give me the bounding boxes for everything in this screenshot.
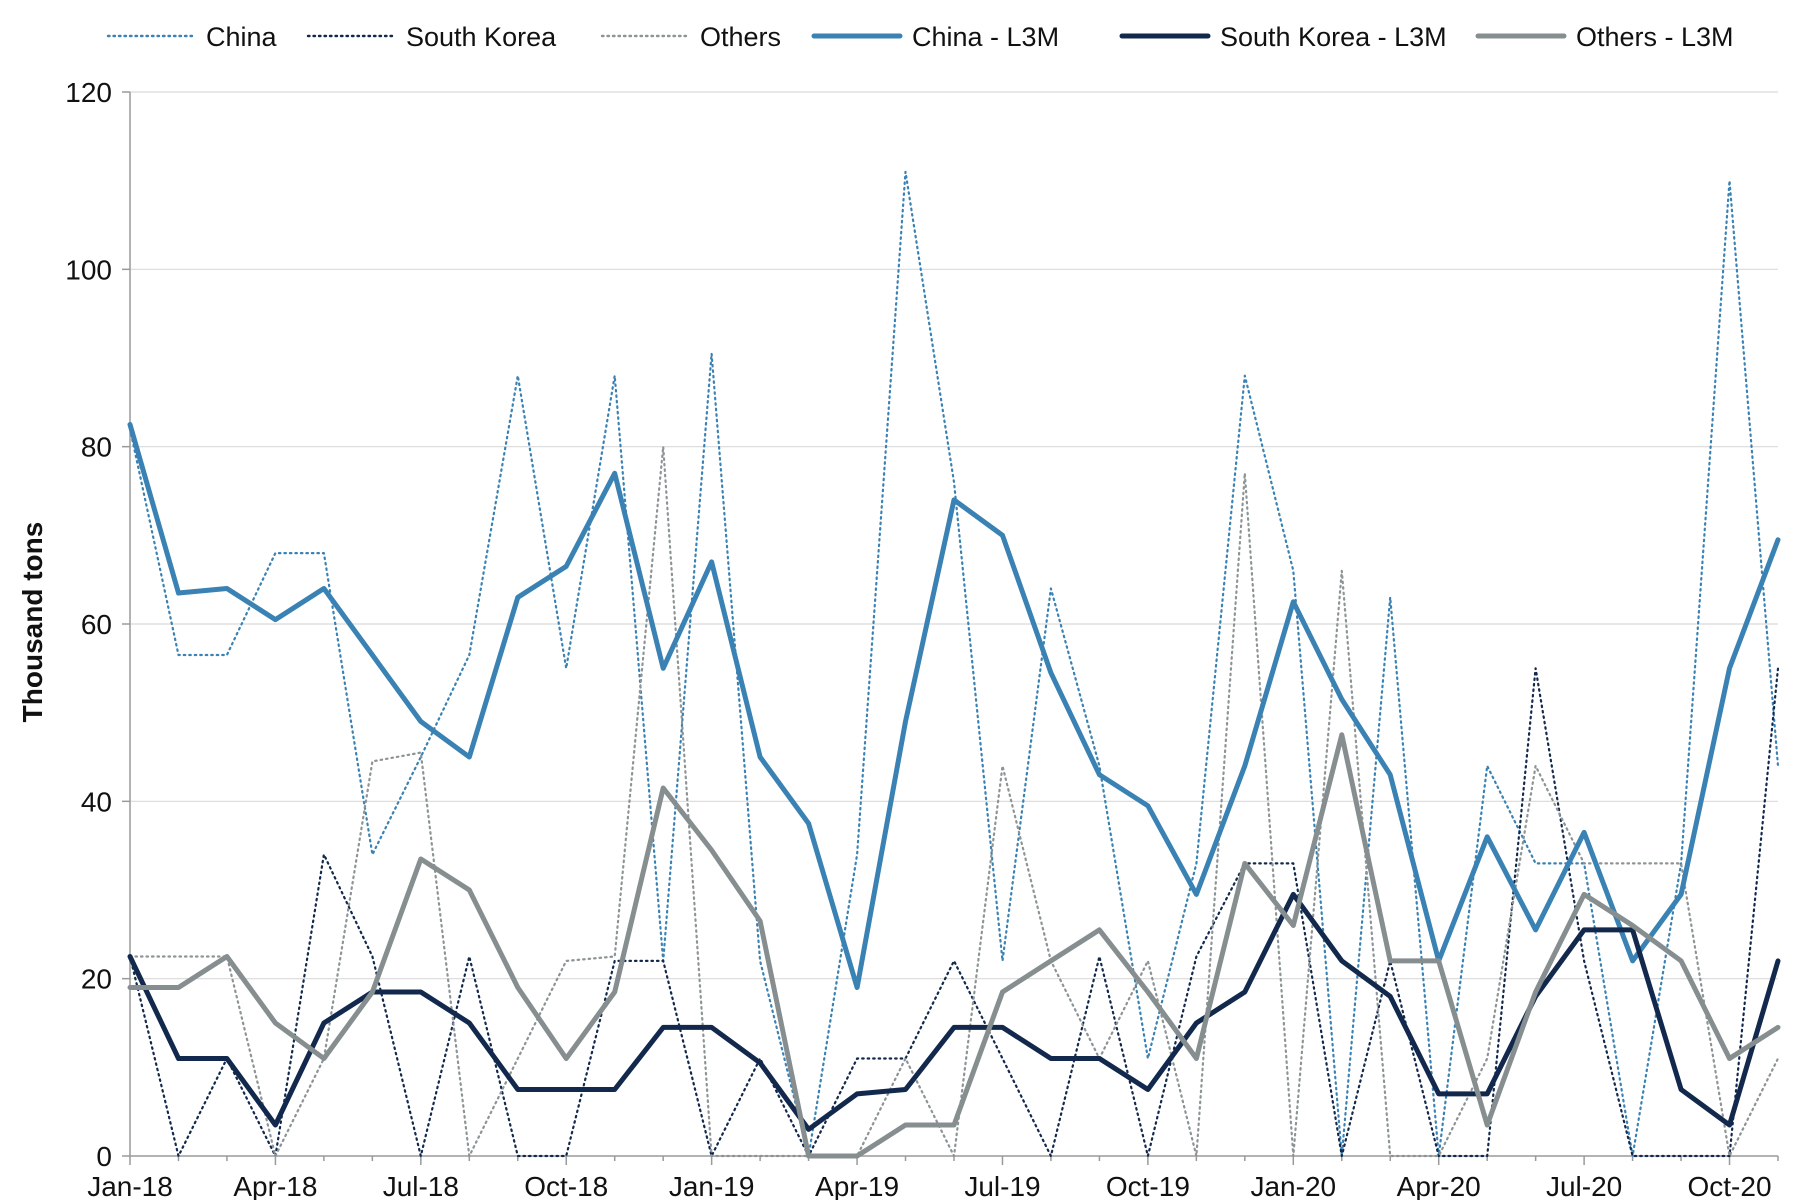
series-lines xyxy=(127,170,1781,1159)
y-tick-label: 120 xyxy=(65,77,112,108)
y-tick-label: 100 xyxy=(65,254,112,285)
legend-label: South Korea xyxy=(406,22,557,52)
x-tick-label: Oct-20 xyxy=(1688,1171,1772,1200)
legend-item-others-l3m: Others - L3M xyxy=(1475,22,1734,52)
x-tick-label: Oct-19 xyxy=(1106,1171,1190,1200)
x-tick-label: Jan-18 xyxy=(87,1171,173,1200)
x-tick-label: Jan-20 xyxy=(1250,1171,1336,1200)
y-tick-label: 80 xyxy=(81,432,112,463)
y-tick-label: 60 xyxy=(81,609,112,640)
x-tick-label: Jul-19 xyxy=(964,1171,1040,1200)
gridlines xyxy=(130,91,1778,980)
legend: China South Korea Others China - L3M South K… xyxy=(106,22,1734,52)
x-tick-label: Apr-18 xyxy=(233,1171,317,1200)
x-tick-label: Apr-19 xyxy=(815,1171,899,1200)
x-tick-label: Apr-20 xyxy=(1397,1171,1481,1200)
x-tick-label: Jul-18 xyxy=(383,1171,459,1200)
series-line-others xyxy=(128,445,1780,1158)
series-line-others-l3m xyxy=(127,732,1781,1159)
axes: 0 20 40 60 80 100 120 Jan-18 Apr-18 Jul-18 Oct-18 J… xyxy=(65,77,1779,1200)
legend-item-south-korea-l3m: South Korea - L3M xyxy=(1119,22,1447,52)
y-tick-label: 0 xyxy=(96,1141,112,1172)
series-line-south-korea xyxy=(128,667,1780,1158)
x-tick-label: Jan-19 xyxy=(669,1171,755,1200)
legend-item-south-korea: South Korea xyxy=(306,22,557,52)
series-line-south-korea-l3m xyxy=(127,891,1781,1132)
y-tick-label: 20 xyxy=(81,964,112,995)
legend-label: South Korea - L3M xyxy=(1220,22,1447,52)
y-tick-label: 40 xyxy=(81,786,112,817)
legend-label: Others - L3M xyxy=(1576,22,1734,52)
legend-item-china: China xyxy=(106,22,278,52)
legend-item-china-l3m: China - L3M xyxy=(811,22,1059,52)
series-line-china xyxy=(128,170,1780,1158)
y-axis-title: Thousand tons xyxy=(17,522,48,723)
legend-label: China - L3M xyxy=(912,22,1059,52)
legend-label: Others xyxy=(700,22,781,52)
x-tick-label: Oct-18 xyxy=(524,1171,608,1200)
legend-item-others: Others xyxy=(600,22,781,52)
x-tick-label: Jul-20 xyxy=(1546,1171,1622,1200)
series-line-china-l3m xyxy=(127,422,1781,990)
legend-label: China xyxy=(206,22,278,52)
